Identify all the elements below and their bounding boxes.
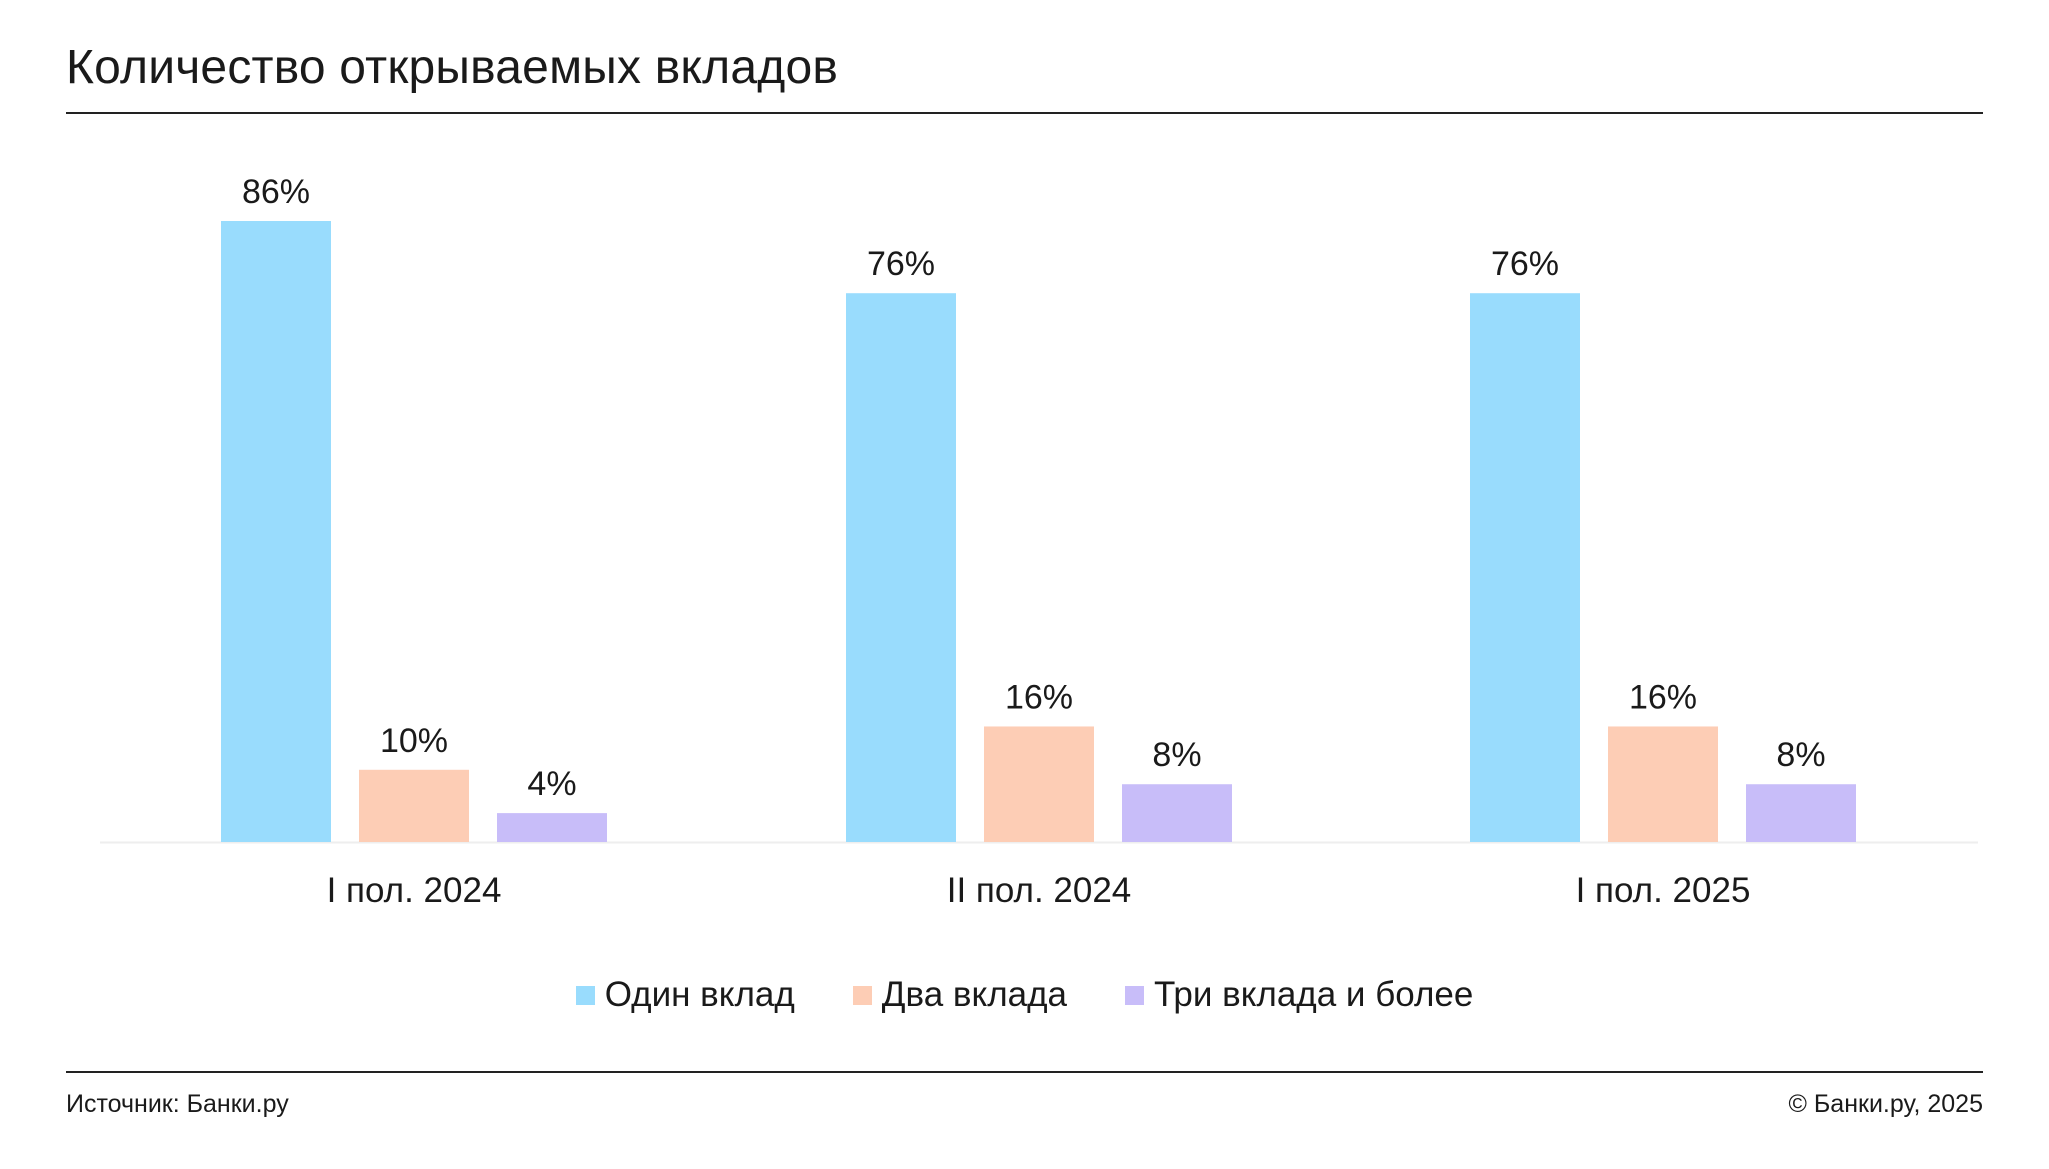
- bar-2-group-3: [1608, 726, 1718, 842]
- data-label: 16%: [1629, 678, 1697, 716]
- bar-2-group-2: [984, 726, 1094, 842]
- x-tick-label: II пол. 2024: [947, 871, 1132, 910]
- legend-swatch: [1124, 985, 1144, 1005]
- bar-chart: 86% 10% 4% I пол. 2024 76% 16% 8% II пол. 2024 7…: [100, 173, 1978, 910]
- data-label: 86%: [242, 173, 310, 211]
- x-tick-label: I пол. 2025: [1576, 871, 1751, 910]
- legend-label: Два вклада: [881, 975, 1067, 1014]
- source-note: Источник: Банки.ру: [66, 1090, 289, 1118]
- data-label: 16%: [1005, 678, 1073, 716]
- legend-item: Три вклада и более: [1124, 975, 1474, 1015]
- data-label: 8%: [1152, 736, 1201, 774]
- data-label: 4%: [527, 765, 576, 803]
- legend-swatch: [852, 985, 872, 1005]
- footer-divider: [66, 1071, 1983, 1073]
- data-label: 76%: [867, 245, 935, 283]
- bar-2-group-1: [359, 769, 469, 842]
- copyright-note: © Банки.ру, 2025: [1788, 1090, 1983, 1118]
- legend-item: Один вклад: [575, 975, 795, 1015]
- legend-swatch: [575, 985, 595, 1005]
- chart-legend: Один вклад Два вклада Три вклада и более: [0, 975, 2049, 1015]
- legend-label: Один вклад: [604, 975, 795, 1014]
- data-label: 76%: [1491, 245, 1559, 283]
- bar-3-group-2: [1122, 784, 1232, 842]
- x-tick-label: I пол. 2024: [327, 871, 502, 910]
- legend-label: Три вклада и более: [1153, 975, 1474, 1014]
- legend-item: Два вклада: [852, 975, 1067, 1015]
- title-divider: [66, 112, 1983, 114]
- bar-3-group-1: [497, 813, 607, 842]
- chart-title: Количество открываемых вкладов: [66, 41, 839, 94]
- bar-3-group-3: [1746, 784, 1856, 842]
- bar-1-group-3: [1470, 293, 1580, 842]
- data-label: 8%: [1776, 736, 1825, 774]
- bar-1-group-1: [221, 221, 331, 842]
- bar-1-group-2: [846, 293, 956, 842]
- data-label: 10%: [380, 722, 448, 760]
